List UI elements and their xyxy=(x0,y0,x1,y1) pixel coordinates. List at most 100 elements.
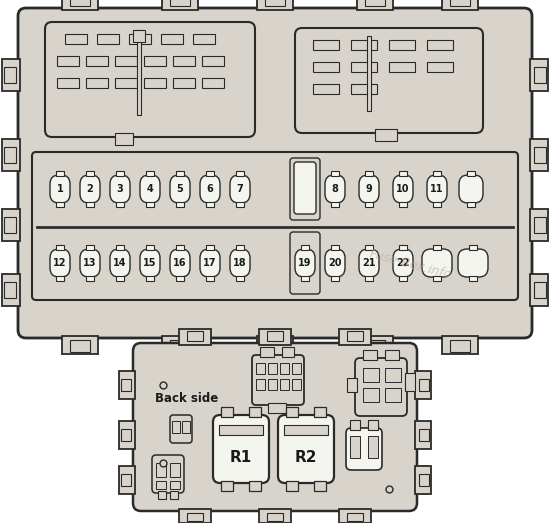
Bar xyxy=(357,336,393,354)
Bar xyxy=(442,0,478,10)
Bar xyxy=(86,276,94,281)
Bar xyxy=(173,56,195,66)
Bar xyxy=(170,463,180,477)
Bar xyxy=(267,513,283,521)
Text: R2: R2 xyxy=(295,449,317,464)
FancyBboxPatch shape xyxy=(133,343,417,511)
Bar xyxy=(301,245,309,250)
FancyBboxPatch shape xyxy=(393,249,413,277)
Bar xyxy=(146,171,154,176)
Bar xyxy=(161,34,183,44)
Bar xyxy=(57,78,79,88)
Bar xyxy=(4,67,16,83)
FancyBboxPatch shape xyxy=(140,249,160,277)
Bar xyxy=(284,425,328,435)
Bar xyxy=(427,62,453,72)
FancyBboxPatch shape xyxy=(170,415,192,443)
Bar xyxy=(314,407,326,417)
FancyBboxPatch shape xyxy=(458,249,488,277)
Bar xyxy=(339,329,371,345)
FancyBboxPatch shape xyxy=(346,428,382,470)
Bar xyxy=(256,363,265,374)
Bar xyxy=(219,425,263,435)
Text: 17: 17 xyxy=(204,258,217,268)
Bar xyxy=(206,276,214,281)
Bar xyxy=(146,245,154,250)
Bar xyxy=(162,0,198,10)
Bar xyxy=(116,171,124,176)
Bar xyxy=(347,331,363,341)
Bar xyxy=(280,363,289,374)
Bar xyxy=(187,331,203,341)
Bar xyxy=(56,245,64,250)
Bar xyxy=(176,276,184,281)
Bar xyxy=(116,276,124,281)
Bar xyxy=(363,388,379,402)
Text: 13: 13 xyxy=(83,258,97,268)
Bar xyxy=(206,245,214,250)
Bar xyxy=(268,363,277,374)
Bar xyxy=(236,202,244,207)
Bar xyxy=(363,350,377,360)
FancyBboxPatch shape xyxy=(45,22,255,137)
Bar xyxy=(182,421,190,433)
Bar xyxy=(257,336,293,354)
Bar xyxy=(173,78,195,88)
Bar xyxy=(301,276,309,281)
Text: 8: 8 xyxy=(332,184,338,194)
Bar xyxy=(170,491,178,499)
Bar xyxy=(206,202,214,207)
Bar xyxy=(86,202,94,207)
Bar xyxy=(351,40,377,50)
Bar xyxy=(367,36,371,111)
FancyBboxPatch shape xyxy=(200,249,220,277)
Bar xyxy=(534,282,546,298)
Bar xyxy=(347,513,363,521)
Bar xyxy=(450,0,470,6)
Bar xyxy=(419,379,429,391)
FancyBboxPatch shape xyxy=(325,249,345,277)
Text: 6: 6 xyxy=(207,184,213,194)
Bar xyxy=(4,282,16,298)
Bar xyxy=(286,481,298,491)
Bar xyxy=(236,171,244,176)
Bar xyxy=(206,171,214,176)
Bar xyxy=(259,329,291,345)
Bar xyxy=(56,171,64,176)
Bar xyxy=(121,474,131,486)
Bar xyxy=(385,368,401,382)
FancyBboxPatch shape xyxy=(359,249,379,277)
FancyBboxPatch shape xyxy=(170,249,190,277)
Bar xyxy=(115,56,137,66)
Bar xyxy=(193,34,215,44)
Bar xyxy=(347,378,357,392)
Bar xyxy=(121,429,131,441)
FancyBboxPatch shape xyxy=(325,175,345,203)
Bar xyxy=(249,481,261,491)
FancyBboxPatch shape xyxy=(295,28,483,133)
Bar xyxy=(399,276,407,281)
Text: 19: 19 xyxy=(298,258,312,268)
Bar xyxy=(86,78,108,88)
FancyBboxPatch shape xyxy=(152,455,184,493)
Text: Back side: Back side xyxy=(155,392,218,404)
Bar xyxy=(259,509,291,523)
Bar xyxy=(469,245,477,250)
FancyBboxPatch shape xyxy=(252,355,304,405)
Bar xyxy=(351,84,377,94)
Bar xyxy=(530,139,548,171)
Bar xyxy=(62,336,98,354)
Bar xyxy=(534,147,546,163)
Text: 9: 9 xyxy=(366,184,372,194)
Bar xyxy=(467,171,475,176)
FancyBboxPatch shape xyxy=(290,158,320,220)
Text: 16: 16 xyxy=(173,258,187,268)
Bar xyxy=(97,34,119,44)
Bar xyxy=(433,202,441,207)
Bar xyxy=(292,363,301,374)
FancyBboxPatch shape xyxy=(359,175,379,203)
Bar xyxy=(257,0,293,10)
Text: 14: 14 xyxy=(113,258,127,268)
FancyBboxPatch shape xyxy=(294,162,316,214)
Bar xyxy=(399,245,407,250)
